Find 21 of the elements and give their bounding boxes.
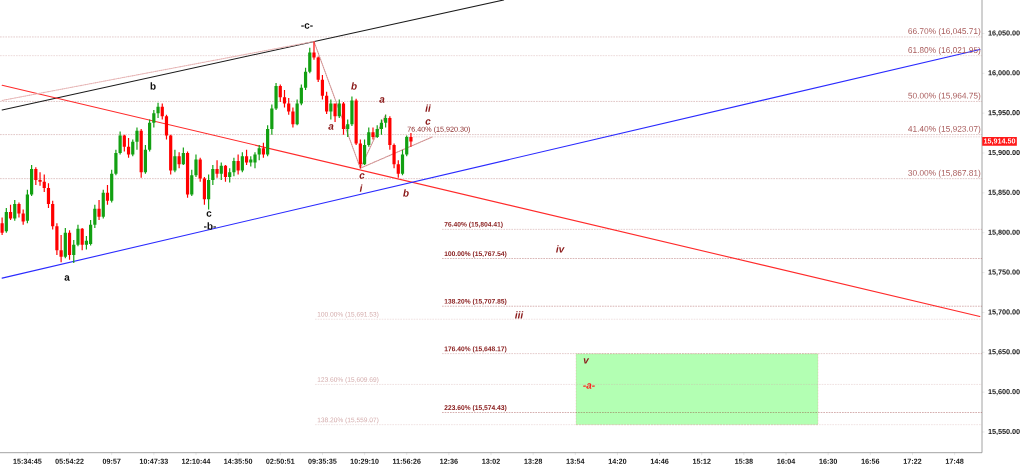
annotation: b: [351, 82, 357, 90]
annotation: a: [64, 275, 70, 281]
annotation: -c-: [301, 23, 313, 29]
annotation: i: [359, 184, 363, 192]
annotation: c: [359, 173, 365, 179]
ref-line-label: 66.70% (16,045.71): [908, 27, 981, 36]
ref-line-label: 50.00% (15,964.75): [908, 92, 981, 101]
annotation: a: [328, 124, 334, 130]
annotation: a: [379, 97, 385, 103]
annotation: iii: [515, 311, 524, 319]
ref-line-label: 30.00% (15,867.81): [908, 169, 981, 178]
annotation: v: [583, 358, 590, 364]
annotation: -a-: [583, 383, 595, 389]
annotation: iv: [556, 245, 565, 253]
annotation: ii: [425, 104, 431, 112]
ref-line-label: 41.40% (15,923.07): [908, 125, 981, 134]
annotation: c: [425, 119, 431, 125]
annotation: b: [150, 82, 156, 90]
annotation: -b-: [203, 222, 216, 230]
annotation: b: [403, 189, 409, 197]
annotation: c: [206, 211, 212, 217]
